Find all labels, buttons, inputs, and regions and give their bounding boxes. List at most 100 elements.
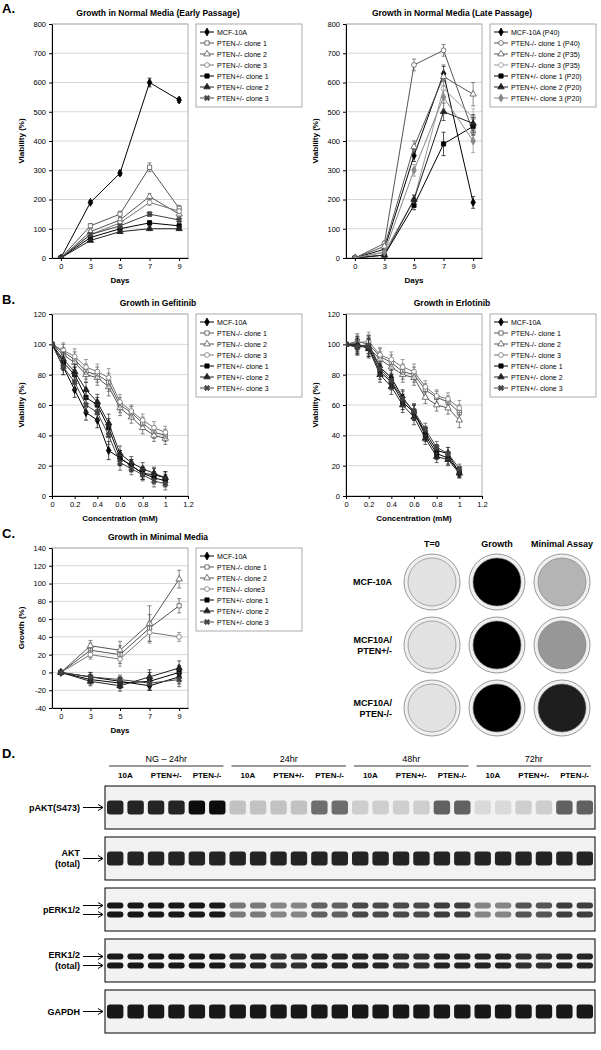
x-tick-label: 0.2	[70, 500, 80, 509]
y-tick: 40	[38, 633, 52, 642]
data-point	[163, 430, 168, 435]
y-tick-mark	[49, 637, 52, 638]
y-tick-label: 100	[33, 340, 46, 349]
blot-band	[168, 801, 184, 815]
data-point	[176, 225, 182, 231]
error-bar	[141, 414, 145, 426]
blot-row-label: ERK1/2	[48, 950, 80, 960]
y-tick-mark	[343, 83, 346, 84]
legend: MCF-10APTEN-/- clone 1PTEN-/- clone 2PTE…	[196, 24, 302, 107]
x-tick: 1.2	[183, 496, 193, 509]
blot-band	[107, 1005, 123, 1019]
x-tick-label: 0.6	[409, 500, 419, 509]
chart-title: Growth in Normal Media (Late Passage)	[372, 8, 532, 18]
x-tick-label: 0	[59, 262, 63, 271]
series-line	[346, 344, 459, 473]
y-tick-label: 120	[33, 310, 46, 319]
y-tick-label: 0	[336, 254, 340, 263]
blot-band	[230, 801, 246, 815]
x-tick-mark	[179, 708, 180, 711]
error-bar	[88, 650, 92, 659]
legend-label: PTEN+/- clone 2	[217, 84, 269, 91]
y-tick-label: 600	[33, 78, 46, 87]
well-rim	[404, 680, 460, 736]
x-tick-mark	[188, 496, 189, 499]
legend-label: PTEN-/- clone 1	[217, 564, 267, 571]
legend-marker	[204, 607, 210, 613]
blot-band	[372, 912, 388, 918]
data-point	[378, 353, 383, 358]
y-tick-label: 700	[327, 49, 340, 58]
data-point	[116, 459, 124, 467]
data-point	[470, 120, 476, 126]
data-point	[400, 365, 405, 370]
blot-frame	[105, 786, 595, 829]
data-point	[422, 394, 428, 400]
blot-band	[127, 852, 143, 866]
y-tick-label: 120	[327, 310, 340, 319]
blot-band	[127, 963, 143, 969]
blot-band	[189, 903, 205, 909]
blot-band	[250, 903, 266, 909]
series-line	[346, 341, 459, 412]
y-tick: 800	[33, 20, 52, 29]
well-row-label: PTEN+/-	[357, 646, 392, 656]
y-tick-label: 60	[38, 615, 46, 624]
y-tick-mark	[343, 435, 346, 436]
legend-label: PTEN+/- clone 3	[217, 95, 269, 102]
y-tick: 700	[33, 49, 52, 58]
series-line	[61, 579, 179, 672]
y-tick: 0	[42, 668, 52, 677]
x-axis: 03579	[53, 708, 189, 721]
blot-band	[454, 1005, 470, 1019]
grid-line	[346, 82, 482, 83]
blot-band	[270, 903, 286, 909]
blot-band	[189, 912, 205, 918]
legend-marker	[204, 340, 210, 346]
x-axis: 03579	[53, 258, 189, 271]
data-point	[82, 401, 90, 409]
blot-band	[352, 954, 368, 960]
y-tick-label: 20	[332, 462, 340, 471]
plot-frame	[346, 24, 482, 258]
panel-label: D.	[2, 746, 15, 761]
blot-arrow	[83, 963, 103, 969]
x-tick-mark	[120, 258, 121, 261]
blot-frame	[105, 837, 595, 880]
x-axis: 03579	[347, 258, 483, 271]
grid-line	[52, 314, 188, 315]
x-tick-label: 5	[118, 262, 122, 271]
blot-band	[168, 1005, 184, 1019]
y-tick-mark	[49, 344, 52, 345]
y-tick: 60	[38, 401, 52, 410]
blot-band	[209, 1005, 225, 1019]
blot-band	[148, 903, 164, 909]
y-tick-label: 140	[33, 544, 46, 553]
x-tick: 1.2	[477, 496, 487, 509]
blot-arrow	[83, 903, 103, 909]
data-point	[116, 222, 124, 230]
x-tick-label: 0	[59, 712, 63, 721]
x-tick-label: 0.6	[115, 500, 125, 509]
legend-marker	[205, 318, 210, 326]
blot-band	[515, 963, 531, 969]
x-tick: 0.2	[364, 496, 374, 509]
y-tick-mark	[343, 53, 346, 54]
blot-band	[270, 852, 286, 866]
data-point	[455, 465, 463, 473]
series-line	[346, 344, 459, 473]
legend: MCF-10A (P40)PTEN-/- clone 1 (P40)PTEN-/…	[490, 24, 596, 107]
y-tick-mark	[49, 170, 52, 171]
x-tick-mark	[482, 496, 483, 499]
y-tick: 80	[38, 597, 52, 606]
legend-marker	[498, 340, 504, 346]
x-tick: 0.6	[115, 496, 125, 509]
x-tick: 7	[148, 708, 152, 721]
y-tick-label: 0	[42, 492, 46, 501]
well	[538, 558, 586, 606]
error-bar	[412, 364, 416, 379]
y-tick-mark	[343, 375, 346, 376]
blot-band	[168, 903, 184, 909]
blot-band	[475, 1005, 491, 1019]
y-tick-label: 200	[327, 195, 340, 204]
